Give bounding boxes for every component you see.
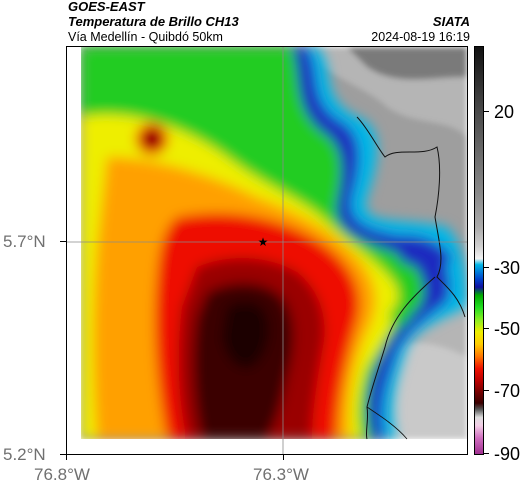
lat-label-5.2: 5.2°N [3, 445, 46, 464]
colorbar-label: 20 [494, 102, 515, 122]
colorbar-label: -70 [494, 381, 521, 401]
satellite-title: GOES-EAST [68, 0, 145, 14]
route-label: Vía Medellín - Quibdó 50km [68, 30, 223, 44]
colorbar-tick [484, 453, 489, 454]
lat-tick [60, 241, 66, 242]
colorbar-tick [484, 267, 489, 268]
product-title: Temperatura de Brillo CH13 [68, 14, 239, 29]
colorbar-label: -50 [494, 319, 521, 339]
map-panel: ★ [66, 46, 468, 455]
datetime-label: 2024-08-19 16:19 [371, 30, 470, 44]
lat-label-5.7: 5.7°N [3, 232, 46, 251]
colorbar-label: -30 [494, 258, 521, 278]
lon-label-76.3: 76.3°W [253, 465, 309, 484]
temperature-colorbar [474, 46, 484, 455]
location-star-marker: ★ [258, 235, 269, 249]
org-label: SIATA [432, 14, 470, 29]
lat-tick [60, 454, 66, 455]
colorbar-tick [484, 390, 489, 391]
lon-label-76.8: 76.8°W [34, 465, 90, 484]
coastline [356, 116, 466, 440]
colorbar-tick [484, 111, 489, 112]
colorbar-tick [484, 328, 489, 329]
lon-tick [283, 455, 284, 460]
brightness-temperature-map: ★ [67, 47, 467, 454]
lon-tick [66, 455, 67, 460]
colorbar-label: -90 [494, 444, 521, 464]
